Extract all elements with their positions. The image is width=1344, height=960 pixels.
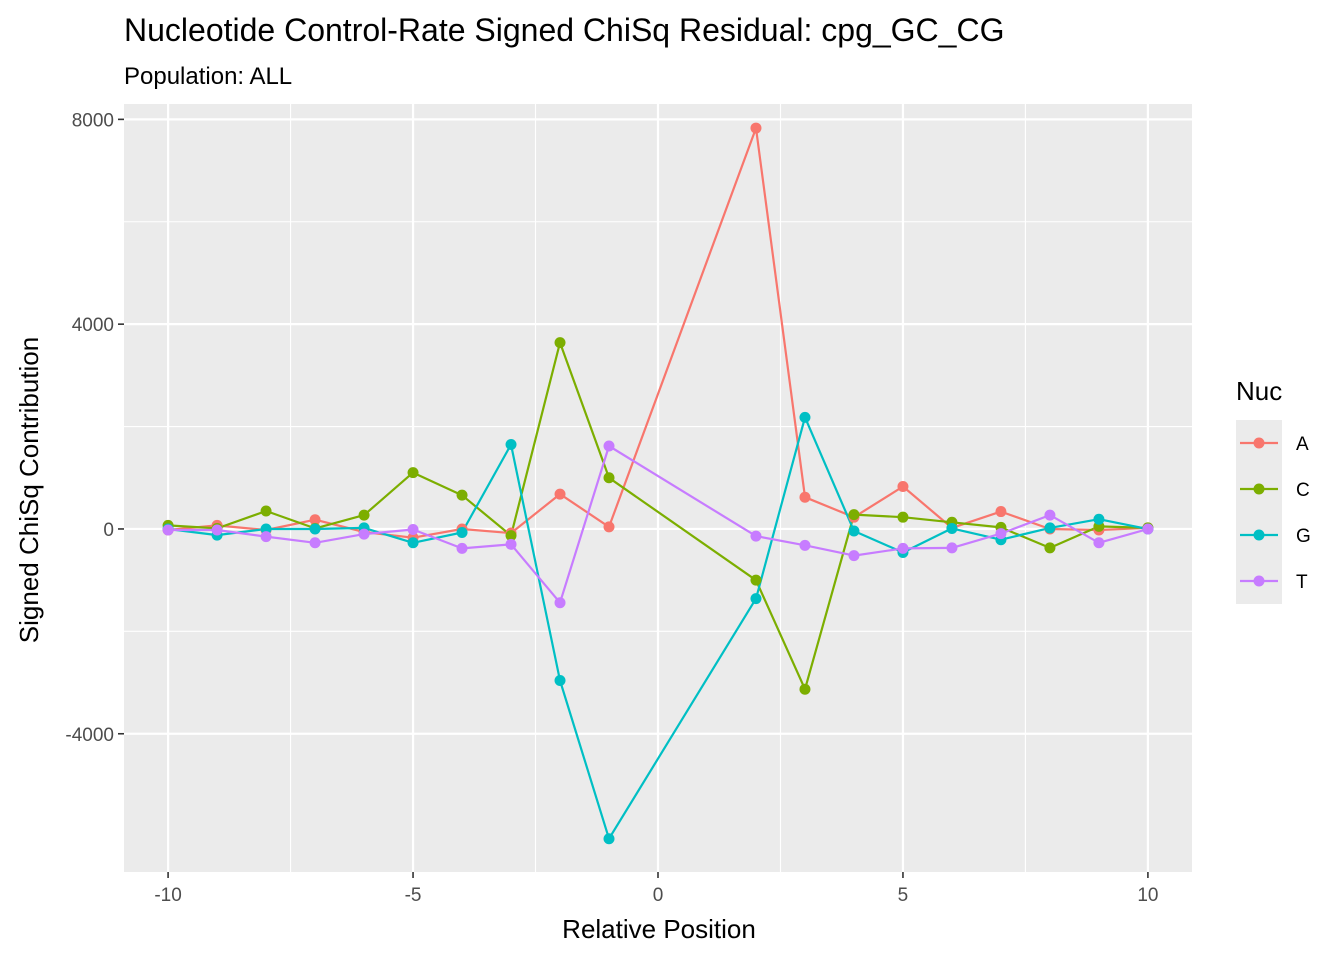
legend-label: A [1296, 434, 1309, 455]
legend-key-point [1253, 575, 1265, 587]
data-point-c [505, 530, 517, 542]
data-point-t [897, 542, 909, 554]
data-point-g [946, 522, 958, 534]
data-point-a [897, 480, 909, 492]
data-point-t [309, 537, 321, 549]
legend-item-g: G [1236, 512, 1311, 558]
y-tick-label: 8000 [72, 110, 114, 131]
data-point-g [799, 411, 811, 423]
y-tick-label: 4000 [72, 315, 114, 336]
data-point-a [554, 488, 566, 500]
data-point-c [603, 472, 615, 484]
data-point-c [407, 467, 419, 479]
legend-title: Nuc [1236, 376, 1282, 406]
data-point-t [260, 531, 272, 543]
data-point-g [554, 675, 566, 687]
data-point-c [799, 683, 811, 695]
data-point-t [946, 542, 958, 554]
x-tick-label: 5 [898, 885, 909, 906]
data-point-g [456, 527, 468, 539]
x-tick-label: 10 [1137, 885, 1158, 906]
legend-key-point [1253, 529, 1265, 541]
legend-item-c: C [1236, 466, 1310, 512]
series-points [162, 122, 1154, 845]
data-point-g [505, 438, 517, 450]
legend-label: G [1296, 526, 1311, 547]
data-point-a [603, 521, 615, 533]
data-point-t [505, 538, 517, 550]
legend: Nuc A C G T [1236, 376, 1311, 604]
data-point-c [260, 505, 272, 517]
data-point-g [848, 525, 860, 537]
data-point-g [1044, 522, 1056, 534]
data-point-t [848, 550, 860, 562]
data-point-g [309, 523, 321, 535]
legend-items: A C G T [1236, 420, 1311, 604]
data-point-a [995, 506, 1007, 518]
data-point-c [456, 489, 468, 501]
legend-key-point [1253, 483, 1265, 495]
data-point-c [848, 509, 860, 521]
data-point-c [358, 509, 370, 521]
y-axis: -4000 0 4000 8000 [65, 110, 124, 746]
data-point-g [603, 833, 615, 845]
data-point-t [1093, 537, 1105, 549]
y-axis-title: Signed ChiSq Contribution [14, 337, 44, 643]
data-point-t [456, 542, 468, 554]
data-point-g [260, 523, 272, 535]
legend-key-point [1253, 437, 1265, 449]
x-axis-title: Relative Position [562, 914, 756, 944]
x-tick-label: -10 [154, 885, 181, 906]
data-point-t [211, 524, 223, 536]
chart-title: Nucleotide Control-Rate Signed ChiSq Res… [124, 12, 1004, 48]
data-point-a [799, 491, 811, 503]
data-point-g [1093, 513, 1105, 525]
data-point-g [750, 593, 762, 605]
legend-item-t: T [1236, 558, 1308, 604]
data-point-t [603, 440, 615, 452]
x-tick-label: 0 [653, 885, 664, 906]
data-point-c [897, 511, 909, 523]
legend-label: T [1296, 572, 1308, 593]
data-point-t [407, 523, 419, 535]
x-axis: -10 -5 0 5 10 [154, 872, 1158, 906]
legend-label: C [1296, 480, 1310, 501]
data-point-a [309, 514, 321, 526]
data-point-t [1044, 509, 1056, 521]
legend-item-a: A [1236, 420, 1309, 466]
data-point-t [554, 597, 566, 609]
data-point-t [358, 528, 370, 540]
chart-subtitle: Population: ALL [124, 63, 292, 90]
data-point-c [750, 574, 762, 586]
data-point-t [799, 539, 811, 551]
x-tick-label: -5 [405, 885, 422, 906]
data-point-t [995, 528, 1007, 540]
plot-area [124, 104, 1192, 872]
y-tick-label: 0 [103, 520, 114, 541]
y-tick-label: -4000 [65, 725, 114, 746]
data-point-c [554, 337, 566, 349]
data-point-g [407, 537, 419, 549]
data-point-a [750, 122, 762, 134]
data-point-t [1142, 523, 1154, 535]
data-point-t [750, 530, 762, 542]
data-point-t [162, 524, 174, 536]
data-point-c [1044, 542, 1056, 554]
